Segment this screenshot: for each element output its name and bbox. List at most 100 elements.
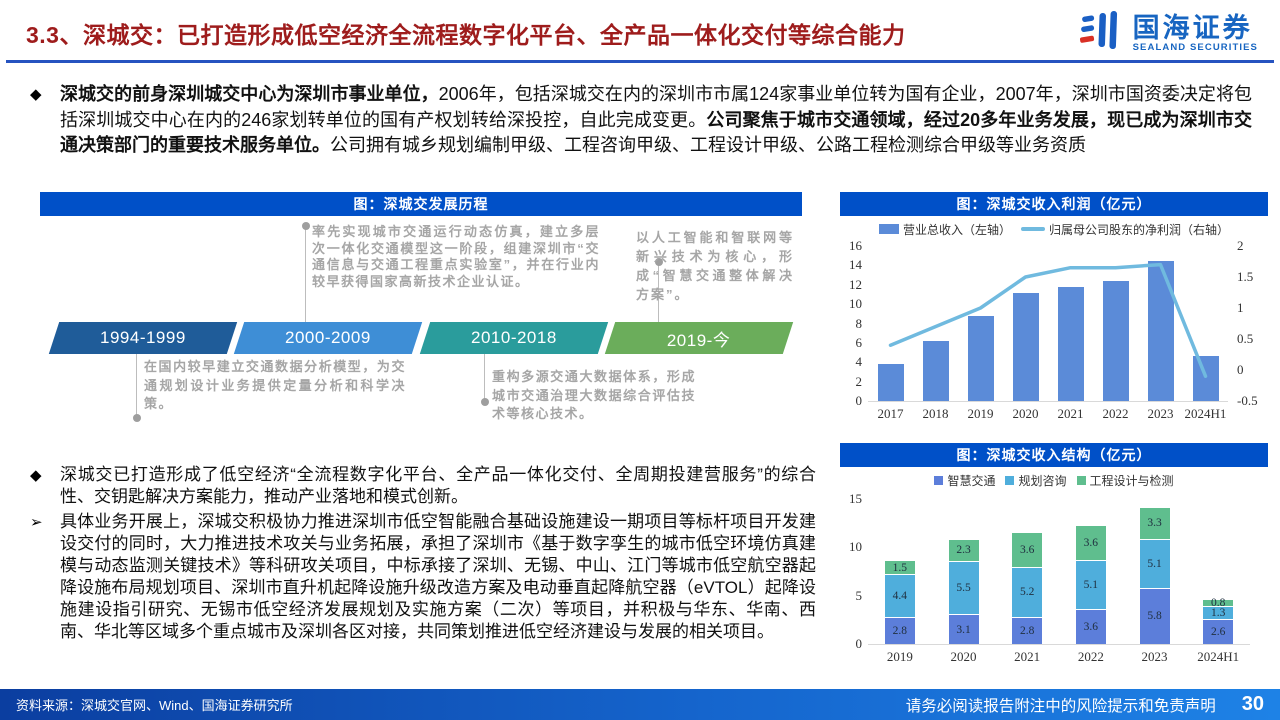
structure-segment: 3.6: [1012, 531, 1043, 567]
page-number: 30: [1241, 693, 1264, 715]
net-profit-line: [888, 262, 1208, 378]
intro-paragraph: ◆ 深城交的前身深圳城交中心为深圳市事业单位，2006年，包括深城交在内的深圳市…: [30, 82, 1252, 159]
structure-column: 5.8 5.1 3.3: [1139, 506, 1170, 644]
right-axis-tick-label: 0: [1237, 362, 1244, 377]
timeline-period-label: 2010-2018: [470, 328, 557, 347]
segment-data-label: 3.6: [1083, 537, 1099, 549]
timeline-note-2019: 以人工智能和智联网等新兴技术为核心，形成“智慧交通整体解决方案”。: [636, 230, 794, 302]
segment-data-label: 3.6: [1019, 543, 1035, 556]
y-axis-tick-label: 15: [849, 491, 862, 506]
timeline-period-2019: 2019-今: [604, 322, 794, 354]
logo-name-cn: 国海证券: [1132, 13, 1253, 44]
left-axis-tick-label: 0: [855, 393, 863, 408]
segment-data-label: 2.8: [1019, 624, 1035, 637]
timeline-period-label: 2000-2009: [285, 328, 372, 347]
legend-label: 工程设计与检测: [1089, 473, 1174, 488]
square-legend-swatch: [934, 475, 944, 485]
structure-segment: 5.5: [948, 560, 979, 615]
revenue-profit-chart: 图：深城交收入利润（亿元） 营业总收入（左轴） 归属母公司股东的净利润（右轴） 0…: [840, 192, 1268, 422]
intro-text: 深城交的前身深圳城交中心为深圳市事业单位，2006年，包括深城交在内的深圳市市属…: [60, 82, 1252, 159]
right-axis-tick-label: 2: [1237, 238, 1244, 253]
structure-column: 2.8 5.2 3.6: [1012, 531, 1043, 644]
revenue-bar: [1102, 280, 1129, 401]
structure-segment: 0.8: [1203, 596, 1234, 609]
legend-label: 智慧交通: [947, 473, 996, 488]
x-axis-category-label: 2023: [1141, 649, 1168, 664]
segment-data-label: 3.1: [956, 623, 971, 636]
revenue-structure-chart: 图：深城交收入结构（亿元） 智慧交通 规划咨询 工程设计与检测 0 5 10 15 2.8 4…: [840, 443, 1268, 665]
timeline-connector: [654, 258, 663, 322]
segment-data-label: 4.4: [892, 590, 908, 603]
structure-column: 2.8 4.4 1.5: [884, 559, 915, 644]
segment-data-label: 1.5: [892, 561, 908, 574]
legend-item: 工程设计与检测: [1076, 472, 1174, 489]
timeline-connector: [480, 354, 489, 406]
square-legend-swatch: [1076, 475, 1086, 485]
bullet-capability: ◆ 深城交已打造形成了低空经济“全流程数字化平台、全产品一体化交付、全周期投建营…: [30, 464, 816, 508]
source-note: 资料来源：深城交官网、Wind、国海证券研究所: [16, 698, 293, 713]
x-axis-category-label: 2024H1: [1184, 406, 1227, 421]
timeline-note-2000-2009: 率先实现城市交通运行动态仿真，建立多层次一体化交通模型这一阶段，组建深圳市“交通…: [312, 224, 600, 289]
revenue-profit-chart-title: 图：深城交收入利润（亿元）: [840, 192, 1268, 216]
intro-bold-lead: 深城交的前身深圳城交中心为深圳市事业单位，: [60, 84, 439, 104]
segment-data-label: 5.8: [1147, 610, 1162, 623]
legend-label: 规划咨询: [1018, 473, 1067, 488]
bullet-projects: ➢ 具体业务开展上，深城交积极协力推进深圳市低空智能融合基础设施建设一期项目等标…: [30, 511, 816, 643]
revenue-structure-categories: 2019 2020 2021 2022 2023 2024H1: [868, 649, 1250, 665]
legend-item: 规划咨询: [1005, 472, 1067, 489]
structure-segment: 3.6: [1075, 525, 1106, 560]
bar-legend-swatch: [878, 224, 899, 234]
x-axis-category-label: 2017: [877, 406, 904, 421]
disclaimer-note: 请务必阅读报告附注中的风险提示和免责声明: [905, 697, 1216, 715]
revenue-bar: [922, 340, 949, 401]
x-axis-category-label: 2020: [1012, 406, 1039, 421]
structure-segment: 1.3: [1203, 606, 1234, 619]
bullet-capability-text: 深城交已打造形成了低空经济“全流程数字化平台、全产品一体化交付、全周期投建营服务…: [60, 465, 816, 506]
timeline-period-2000-2009: 2000-2009: [234, 322, 423, 354]
diamond-bullet-icon: ◆: [30, 467, 42, 484]
revenue-bar: [1057, 286, 1084, 401]
timeline-connector: [132, 354, 141, 422]
timeline-connector: [301, 222, 310, 322]
structure-segment: 2.6: [1203, 618, 1234, 644]
structure-column: 3.6 5.1 3.6: [1075, 525, 1106, 644]
structure-segment: 2.8: [884, 616, 915, 644]
revenue-bar: [877, 364, 904, 401]
left-axis-tick-label: 10: [849, 296, 862, 312]
y-axis-tick-label: 0: [855, 636, 863, 651]
logo-name-en: SEALAND SECURITIES: [1132, 41, 1258, 53]
revenue-profit-plot: 0 2 4 6 8 10 12 14 16 -0.5 0 0.5 1 1.5 2: [849, 238, 1258, 408]
left-axis-tick-label: 12: [849, 276, 862, 292]
segment-data-label: 5.5: [956, 581, 971, 594]
legend-item: 归属母公司股东的净利润（右轴）: [1021, 221, 1229, 238]
timeline-periods: 1994-1999 2000-2009 2010-2018 2019-今: [48, 322, 794, 354]
diamond-bullet-icon: ◆: [30, 86, 42, 103]
timeline-note-1994-1999: 在国内较早建立交通数据分析模型，为交通规划设计业务提供定量分析和科学决策。: [144, 359, 406, 411]
x-axis-category-label: 2019: [967, 406, 994, 421]
structure-segment: 5.1: [1075, 559, 1106, 610]
timeline-period-2010-2018: 2010-2018: [419, 322, 608, 354]
timeline-period-label: 1994-1999: [100, 328, 187, 347]
segment-data-label: 0.8: [1210, 596, 1226, 609]
left-axis-tick-label: 14: [849, 257, 862, 273]
timeline-figure: 图：深城交发展历程 率先实现城市交通运行动态仿真，建立多层次一体化交通模型这一阶…: [40, 192, 802, 462]
intro-text-b: 公司拥有城乡规划编制甲级、工程咨询甲级、工程设计甲级、公路工程检测综合甲级等业务…: [330, 135, 1086, 155]
structure-column: 3.1 5.5 2.3: [948, 538, 979, 644]
bullet-projects-text: 具体业务开展上，深城交积极协力推进深圳市低空智能融合基础设施建设一期项目等标杆项…: [60, 512, 816, 641]
intro-bold-mid: 公司聚焦于城市交通领域，经过20多年业务发展，现已成为深圳市交通决策部门的重要技…: [60, 109, 1252, 156]
legend-label: 归属母公司股东的净利润（右轴）: [1049, 222, 1230, 237]
left-axis-tick-label: 8: [855, 315, 863, 331]
right-axis-tick-label: 1: [1237, 300, 1244, 315]
sealand-logo-icon: [1079, 8, 1125, 59]
header-divider: [6, 60, 1274, 63]
segment-data-label: 5.2: [1019, 586, 1035, 599]
timeline-note-2010-2018: 重构多源交通大数据体系，形成城市交通治理大数据综合评估技术等核心技术。: [492, 369, 696, 421]
structure-segment: 4.4: [884, 574, 915, 617]
structure-column: 2.6 1.3 0.8: [1203, 596, 1234, 644]
x-axis-category-label: 2019: [886, 649, 913, 664]
x-axis-category-label: 2018: [922, 406, 949, 421]
revenue-bar: [967, 315, 994, 401]
x-axis-category-label: 2022: [1077, 649, 1104, 664]
line-legend-swatch: [1021, 227, 1045, 231]
legend-item: 营业总收入（左轴）: [878, 221, 1011, 238]
